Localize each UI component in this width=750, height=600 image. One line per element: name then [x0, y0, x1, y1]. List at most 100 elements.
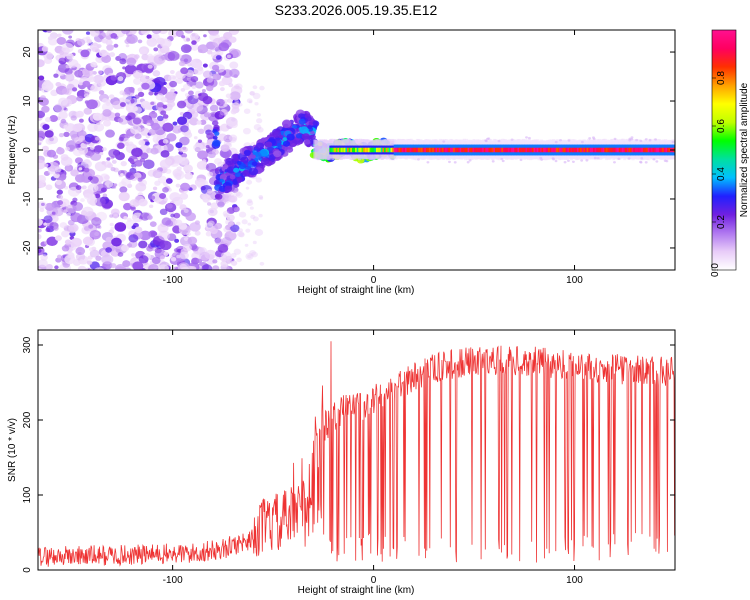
spectrogram-cell [139, 48, 148, 55]
spectrogram-cell [206, 49, 213, 55]
spectrogram-cell [642, 147, 646, 153]
spectrogram-cell [75, 185, 82, 190]
spectrogram-cell [570, 147, 574, 153]
spectrogram-cell [223, 198, 230, 204]
spectrogram-cell [663, 147, 667, 153]
spectrogram-cell [663, 159, 667, 162]
spectrogram-cell [536, 147, 540, 153]
spectrogram-cell [129, 199, 140, 208]
spectrogram-cell [167, 74, 177, 83]
spectrogram-cell [554, 159, 558, 163]
spectrogram-cell [105, 32, 110, 36]
spectrogram-cell [417, 147, 421, 153]
spectrogram-cell [236, 160, 242, 165]
spectrogram-cell [510, 138, 514, 141]
spectrogram-cell [548, 147, 551, 153]
spectrogram-cell [484, 139, 488, 143]
spectrogram-cell [224, 266, 231, 270]
spectrogram-cell [193, 136, 198, 140]
colorbar-ticks: 0.0 0.2 0.4 0.6 0.8 [710, 71, 727, 277]
spectrogram-cell [110, 33, 118, 39]
spectrogram-cell [89, 249, 100, 258]
spectrogram-cell [541, 147, 545, 153]
spectrogram-cell [252, 240, 257, 245]
spectrogram-cell [190, 75, 199, 83]
spectrogram-cell [134, 94, 140, 99]
spectrogram-cell [575, 147, 579, 153]
spectrogram-cell [55, 179, 62, 185]
spectrogram-cell [197, 150, 209, 160]
spectrogram-cell [56, 36, 67, 45]
spectrogram-cell [113, 214, 119, 219]
spectrogram-cell [236, 177, 242, 183]
spectrogram-cell [103, 161, 112, 168]
spectrogram-cell [132, 261, 144, 270]
spectrogram-cell [99, 151, 104, 156]
spectrogram-cell [46, 206, 59, 217]
spectrogram-cell [201, 89, 206, 93]
spectrogram-cell [236, 257, 242, 263]
spectrogram-cell [191, 257, 200, 265]
spectrogram-cell [654, 147, 657, 153]
spectrogram-cell [221, 258, 227, 263]
spectrogram-cell [134, 133, 142, 140]
spectrogram-cell [101, 254, 114, 265]
spectrogram-cell [222, 264, 227, 268]
spectrogram-cell [140, 30, 151, 35]
spectrogram-cell [61, 230, 70, 238]
spectrogram-cell [60, 156, 73, 167]
spectrogram-cell [226, 214, 235, 222]
spectrogram-cell [468, 159, 472, 162]
spectrogram-cell [580, 159, 584, 162]
spectrogram-cell [193, 143, 204, 152]
spectrogram-cell [205, 162, 217, 172]
spectrogram-cell [40, 254, 48, 261]
spectrogram-cell [140, 152, 149, 160]
spectrogram-cell [252, 216, 259, 222]
spectrogram-cell [379, 147, 383, 153]
spectrogram-cell [485, 147, 489, 153]
spectrogram-cell [307, 124, 313, 130]
spectrogram-cell [250, 154, 256, 159]
x-tick-label: 100 [566, 275, 583, 286]
spectrogram-cell [132, 145, 137, 149]
spectrogram-cell [180, 125, 189, 133]
spectrogram-cell [551, 157, 555, 160]
spectrogram-cell [92, 70, 97, 75]
spectrogram-cell [226, 230, 232, 236]
spectrogram-cell [488, 147, 492, 153]
spectrogram-cell [154, 180, 161, 186]
spectrogram-cell [212, 135, 218, 140]
spectrogram-cell [337, 147, 341, 153]
spectrogram-cell [102, 109, 112, 117]
spectrogram-cell [647, 147, 651, 153]
spectrogram-cell [332, 147, 336, 153]
spectrogram-cell [193, 94, 199, 99]
spectrogram-cell [563, 161, 567, 164]
spectrogram-cell [147, 215, 153, 220]
spectrogram-cell [60, 118, 67, 124]
spectrogram-cell [567, 139, 571, 142]
spectrogram-cell [116, 142, 125, 149]
spectrogram-cell [183, 237, 189, 242]
spectrogram-cell [121, 30, 131, 35]
spectrogram-cell [438, 147, 442, 153]
spectrogram-cell [596, 147, 600, 153]
spectrogram-cell [233, 178, 237, 183]
spectrogram-cell [173, 212, 181, 219]
spectrogram-cell [190, 43, 200, 51]
spectrogram-cell [175, 77, 184, 85]
spectrogram-cell [82, 80, 91, 88]
spectrogram-cell [211, 120, 219, 126]
spectrogram-cell [207, 207, 218, 217]
spectrogram-cell [220, 87, 225, 92]
spectrogram-cell [97, 70, 103, 75]
spectrogram-cell [55, 81, 62, 87]
spectrogram-cell [183, 164, 193, 173]
spectrogram-cell [180, 182, 191, 192]
spectrogram-cell [308, 121, 313, 126]
spectrogram-cell [469, 147, 473, 153]
spectrogram-cell [207, 220, 215, 227]
spectrogram-cell [310, 130, 315, 135]
spectrogram-cell [215, 68, 220, 73]
